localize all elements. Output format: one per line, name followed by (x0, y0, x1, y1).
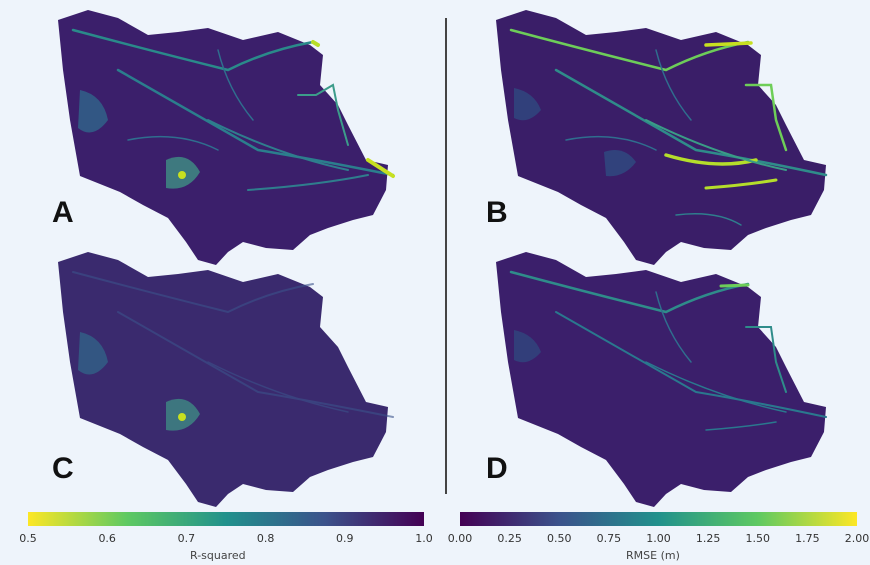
river-network (72, 271, 394, 418)
rmse-tick-label: 0.00 (447, 532, 473, 545)
watershed-overlay (514, 330, 541, 363)
river-network (509, 270, 827, 431)
watershed-overlay (78, 90, 108, 133)
colorbar-rmse (460, 512, 857, 526)
watershed-overlay (78, 332, 108, 375)
rmse-tick-label: 0.50 (547, 532, 572, 545)
river-network (509, 28, 828, 226)
rsq-tick-label: 0.5 (19, 532, 37, 545)
panel-label-c: C (52, 452, 74, 485)
rmse-tick-label: 1.25 (695, 532, 721, 545)
rsq-tick-label: 0.9 (336, 532, 354, 545)
map-panel-a (58, 10, 395, 265)
map-panel-d (496, 252, 827, 507)
colorbar-r-squared-title: R-squared (190, 549, 246, 562)
rmse-tick-label: 2.00 (844, 532, 870, 545)
panel-label-b: B (486, 196, 508, 229)
hotspot (178, 171, 186, 179)
rsq-tick-label: 1.0 (415, 532, 433, 545)
watershed-overlay (514, 88, 541, 121)
rmse-tick-label: 1.00 (646, 532, 671, 545)
river-network (71, 28, 395, 191)
panel-label-d: D (486, 452, 508, 485)
panel-label-a: A (52, 196, 74, 229)
rmse-tick-label: 1.75 (795, 532, 820, 545)
rsq-tick-label: 0.8 (256, 532, 275, 545)
map-panel-c (58, 252, 394, 507)
map-panel-b (496, 10, 828, 265)
colorbar-rmse-title: RMSE (m) (626, 549, 680, 562)
lake-feature (604, 149, 636, 177)
rmse-tick-label: 1.50 (745, 532, 771, 545)
colorbar-r-squared (28, 512, 424, 526)
rsq-tick-label: 0.7 (177, 532, 196, 545)
rmse-tick-label: 0.75 (596, 532, 622, 545)
rsq-tick-label: 0.6 (98, 532, 116, 545)
rmse-tick-label: 0.25 (497, 532, 522, 545)
hotspot (178, 413, 186, 421)
